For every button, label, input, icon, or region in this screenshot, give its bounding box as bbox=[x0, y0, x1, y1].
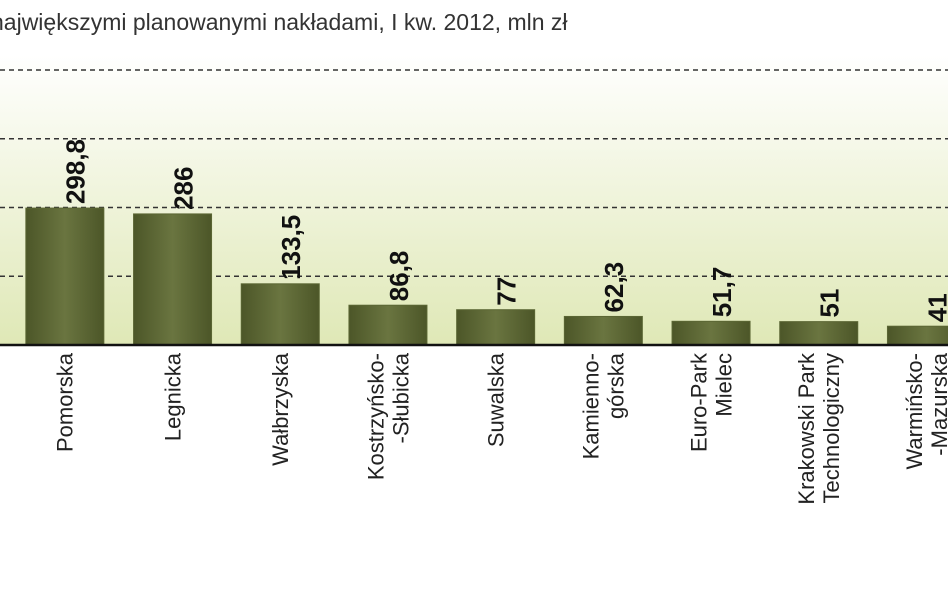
x-tick-label: Kamienno- bbox=[579, 353, 604, 459]
x-tick-label: Kostrzyńsko- bbox=[363, 353, 388, 480]
x-tick-label: Krakowski Park bbox=[794, 352, 819, 505]
value-label: 62,3 bbox=[599, 262, 629, 313]
bar bbox=[671, 320, 751, 346]
value-label: 51 bbox=[815, 289, 845, 318]
bar bbox=[133, 213, 213, 346]
bar bbox=[348, 304, 428, 346]
bar bbox=[563, 315, 643, 346]
x-tick-label: -Słubicka bbox=[388, 352, 413, 443]
x-tick-label: Mielec bbox=[711, 353, 736, 417]
value-label: 286 bbox=[168, 167, 198, 210]
x-tick-label: Euro-Park bbox=[686, 352, 711, 452]
chart-title: największymi planowanymi nakładami, I kw… bbox=[0, 9, 568, 35]
x-tick-label: -Mazurska bbox=[927, 352, 948, 455]
bar bbox=[886, 325, 948, 346]
x-tick-label: Wałbrzyska bbox=[268, 352, 293, 466]
bar bbox=[25, 207, 105, 346]
value-label: 86,8 bbox=[384, 251, 414, 302]
value-label: 51,7 bbox=[707, 267, 737, 318]
x-tick-label: Pomorska bbox=[53, 352, 78, 452]
value-label: 133,5 bbox=[276, 215, 306, 280]
x-tick-label: górska bbox=[604, 352, 629, 419]
bar bbox=[779, 321, 859, 346]
x-tick-label: Legnicka bbox=[160, 352, 185, 441]
x-tick-label: Technologiczny bbox=[819, 353, 844, 503]
x-tick-label: Warmińsko- bbox=[902, 353, 927, 470]
bar bbox=[456, 309, 536, 346]
value-label: 41 bbox=[922, 293, 948, 322]
value-label: 77 bbox=[492, 277, 522, 306]
x-tick-label: Suwalska bbox=[483, 352, 508, 447]
bar bbox=[240, 283, 320, 346]
value-label: 298,8 bbox=[61, 139, 91, 204]
